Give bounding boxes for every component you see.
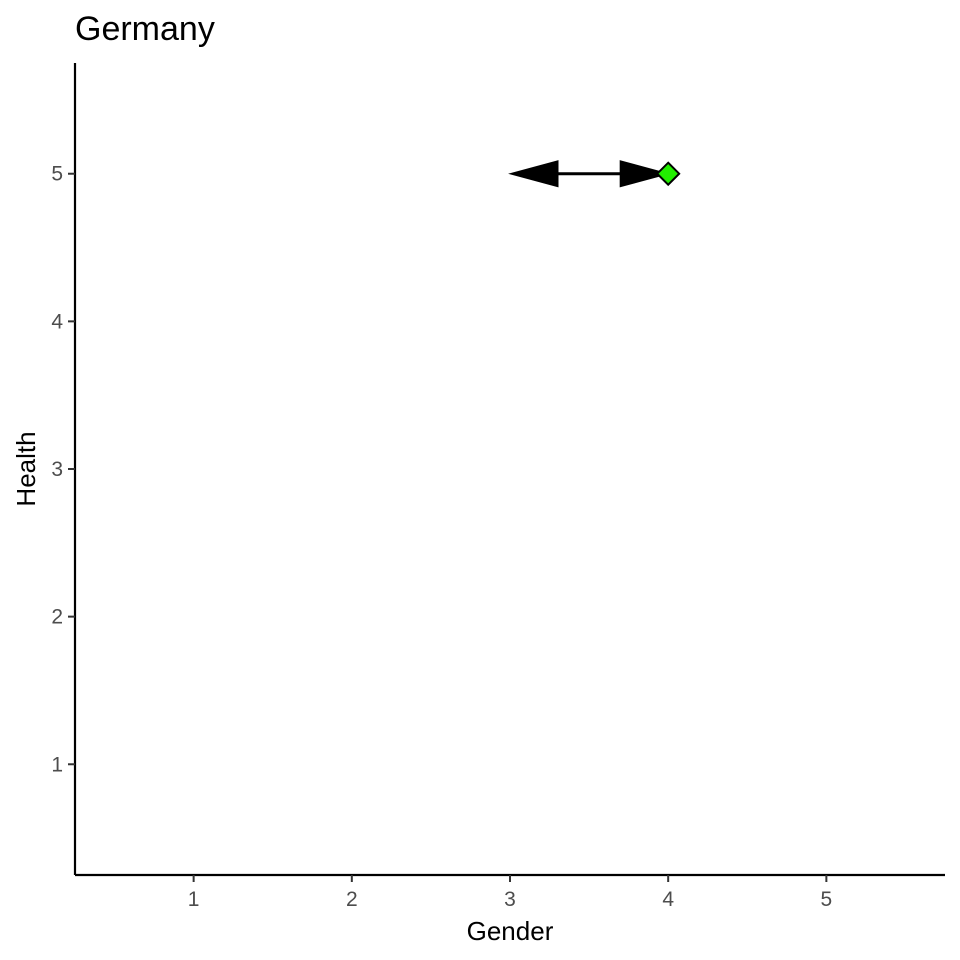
arrow-head-start — [508, 160, 559, 188]
x-tick-label: 4 — [662, 888, 674, 911]
y-tick-label: 4 — [51, 310, 63, 333]
x-tick-label: 1 — [188, 888, 200, 911]
y-tick-label: 3 — [51, 458, 63, 481]
arrows-layer — [508, 160, 671, 188]
chart-title: Germany — [75, 10, 215, 48]
y-tick-label: 1 — [51, 753, 63, 776]
x-tick-label: 5 — [821, 888, 833, 911]
y-axis-ticks: 1 2 3 4 5 — [51, 163, 75, 776]
x-tick-label: 3 — [504, 888, 516, 911]
y-axis-title: Health — [11, 431, 41, 506]
arrow-head-end — [619, 160, 671, 188]
plot-area — [508, 160, 681, 188]
points-layer — [655, 161, 681, 187]
y-tick-label: 5 — [51, 163, 63, 186]
x-axis-ticks: 1 2 3 4 5 — [188, 875, 832, 911]
x-tick-label: 2 — [346, 888, 358, 911]
x-axis-title: Gender — [467, 916, 554, 946]
y-tick-label: 2 — [51, 606, 63, 629]
data-point — [655, 161, 681, 187]
